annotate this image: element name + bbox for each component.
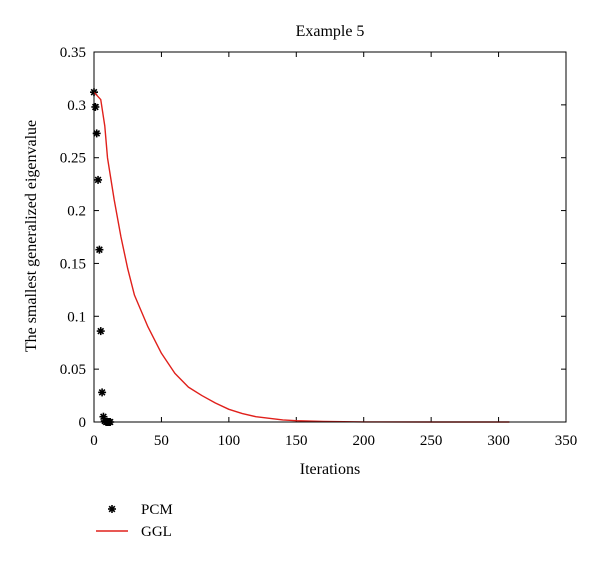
legend-swatch-pcm <box>108 505 116 513</box>
x-tick-label: 350 <box>555 433 578 449</box>
series-point-pcm <box>98 388 107 397</box>
x-tick-label: 300 <box>487 433 510 449</box>
y-tick-label: 0.3 <box>67 98 86 114</box>
x-tick-label: 50 <box>154 433 169 449</box>
plot-series <box>90 88 510 426</box>
y-tick-label: 0.1 <box>67 309 86 325</box>
y-tick-label: 0.35 <box>60 45 86 61</box>
y-tick-label: 0 <box>79 415 87 431</box>
y-tick-label: 0.25 <box>60 151 86 167</box>
series-point-pcm <box>94 175 103 184</box>
y-tick-label: 0.15 <box>60 256 86 272</box>
x-axis-label: Iterations <box>300 461 360 478</box>
legend: PCM GGL <box>96 502 173 540</box>
x-tick-label: 0 <box>90 433 98 449</box>
x-tick-label: 150 <box>285 433 308 449</box>
series-point-pcm <box>91 102 100 111</box>
series-line-ggl <box>93 91 510 423</box>
x-tick-label: 250 <box>420 433 443 449</box>
legend-label: PCM <box>141 502 173 518</box>
plot-area-frame <box>93 51 567 423</box>
x-tick-label: 200 <box>352 433 375 449</box>
series-point-pcm <box>96 327 105 336</box>
x-axis: 0 50 100 150 200 250 300 350 <box>90 52 577 449</box>
y-tick-label: 0.05 <box>60 362 86 378</box>
legend-label: GGL <box>141 524 172 540</box>
chart-title: Example 5 <box>296 23 365 40</box>
y-tick-label: 0.2 <box>67 204 86 220</box>
y-axis-label: The smallest generalized eigenvalue <box>23 120 40 352</box>
y-axis: 0 0.05 0.1 0.15 0.2 0.25 0.3 0.35 <box>60 45 566 431</box>
series-point-pcm <box>95 245 104 254</box>
x-tick-label: 100 <box>218 433 241 449</box>
